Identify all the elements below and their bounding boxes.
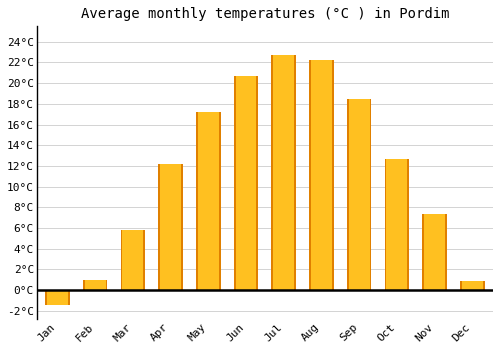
- Bar: [120, 230, 145, 290]
- Bar: [234, 76, 258, 290]
- Bar: [384, 159, 409, 290]
- Bar: [160, 164, 181, 290]
- Bar: [274, 55, 294, 290]
- Bar: [272, 55, 296, 290]
- Bar: [236, 76, 256, 290]
- Bar: [309, 61, 334, 290]
- Bar: [311, 61, 332, 290]
- Title: Average monthly temperatures (°C ) in Pordim: Average monthly temperatures (°C ) in Po…: [80, 7, 449, 21]
- Bar: [158, 164, 183, 290]
- Bar: [347, 99, 372, 290]
- Bar: [45, 290, 70, 306]
- Bar: [47, 290, 68, 306]
- Bar: [422, 215, 447, 290]
- Bar: [196, 112, 220, 290]
- Bar: [460, 281, 484, 290]
- Bar: [83, 280, 108, 290]
- Bar: [198, 112, 218, 290]
- Bar: [462, 281, 482, 290]
- Bar: [349, 99, 370, 290]
- Bar: [122, 230, 144, 290]
- Bar: [424, 215, 445, 290]
- Bar: [386, 159, 407, 290]
- Bar: [85, 280, 105, 290]
